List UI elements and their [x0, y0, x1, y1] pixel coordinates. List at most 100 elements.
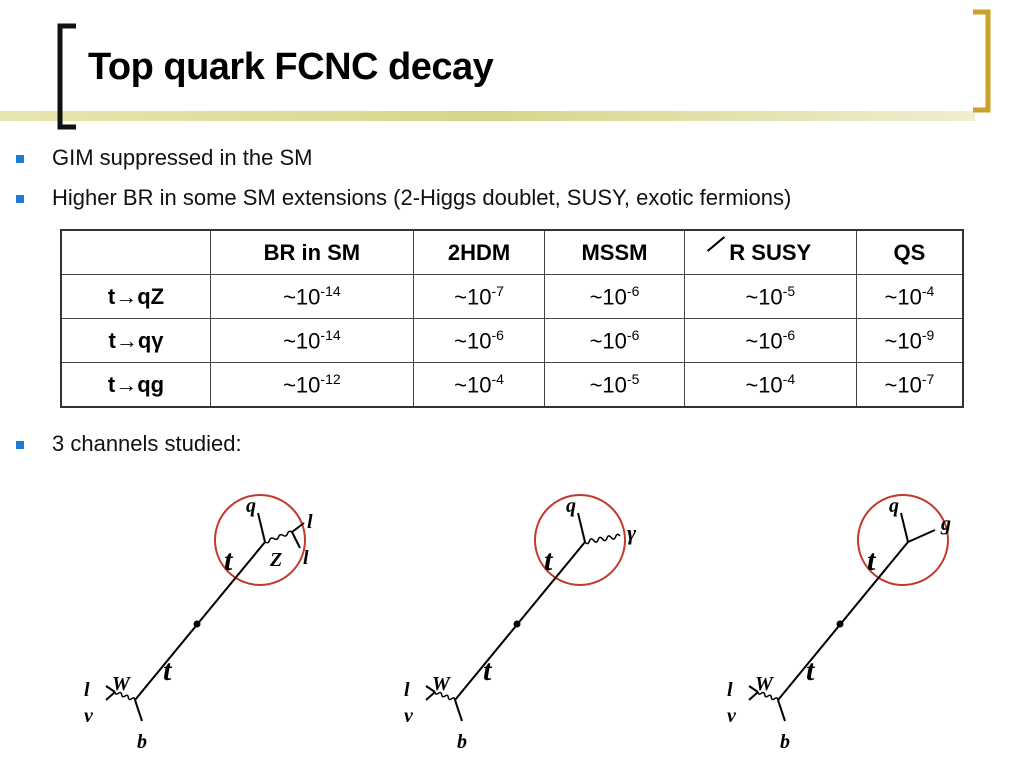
particle-label: t: [483, 654, 493, 687]
br-exponent: -4: [491, 370, 504, 387]
photon: [584, 533, 621, 545]
corner-cell: [60, 229, 211, 275]
propagator: [777, 541, 909, 701]
br-base: ~10: [745, 372, 783, 398]
table-row: t→qZ ~10-14 ~10-7 ~10-6 ~10-5 ~10-4: [60, 274, 964, 319]
row-label: t→qZ: [60, 274, 211, 319]
particle-label: g: [940, 513, 951, 535]
br-cell: ~10-4: [412, 362, 546, 408]
particle-label: t: [867, 544, 877, 577]
particle-label: W: [112, 673, 131, 695]
br-exponent: -7: [921, 370, 935, 387]
w-boson: [114, 691, 136, 701]
br-exponent: -14: [320, 282, 341, 299]
br-cell: ~10-6: [544, 318, 685, 363]
br-cell: ~10-7: [855, 362, 964, 408]
br-base: ~10: [283, 372, 321, 398]
propagator: [257, 512, 266, 543]
vertex-dot: [836, 620, 844, 628]
br-cell: ~10-5: [544, 362, 685, 408]
propagator: [105, 691, 116, 701]
decay-circle: [534, 494, 626, 586]
particle-label: q: [889, 495, 899, 517]
br-base: ~10: [283, 328, 321, 354]
particle-label: ν: [404, 705, 414, 727]
left-bracket: [57, 23, 76, 130]
br-exponent: -4: [782, 370, 796, 387]
vertex-dot: [513, 620, 521, 628]
particle-label: Z: [269, 549, 282, 571]
column-header: 2HDM: [412, 229, 546, 275]
particle-label: t: [806, 654, 816, 687]
table-row: t→qγ ~10-14 ~10-6 ~10-6 ~10-6 ~10-9: [60, 318, 964, 363]
table-row: t→qg ~10-12 ~10-4 ~10-5 ~10-4 ~10-7: [60, 362, 964, 408]
propagator: [454, 541, 586, 701]
br-cell: ~10-5: [683, 274, 857, 319]
propagator: [777, 699, 786, 722]
br-exponent: -4: [921, 282, 935, 299]
column-header: MSSM: [544, 229, 685, 275]
particle-label: b: [457, 731, 467, 753]
br-cell: ~10-14: [210, 318, 414, 363]
propagator: [291, 522, 305, 533]
br-base: ~10: [454, 372, 492, 398]
br-cell: ~10-6: [683, 318, 857, 363]
particle-label: W: [432, 673, 451, 695]
br-base: ~10: [745, 328, 783, 354]
propagator: [291, 531, 301, 549]
bullet-marker: [16, 441, 24, 449]
particle-label: b: [780, 731, 790, 753]
br-cell: ~10-4: [855, 274, 964, 319]
bullet-marker: [16, 155, 24, 163]
z-boson: [264, 530, 293, 544]
br-cell: ~10-6: [412, 318, 546, 363]
br-base: ~10: [589, 372, 627, 398]
br-cell: ~10-4: [683, 362, 857, 408]
particle-label: l: [404, 679, 410, 701]
particle-label: b: [137, 731, 147, 753]
propagator: [900, 512, 909, 543]
br-exponent: -12: [320, 370, 341, 387]
column-header: R SUSY: [683, 229, 857, 275]
br-cell: ~10-9: [855, 318, 964, 363]
br-exponent: -7: [491, 282, 504, 299]
bullet: Higher BR in some SM extensions (2-Higgs…: [52, 185, 792, 210]
particle-label: ν: [84, 705, 94, 727]
propagator: [425, 685, 436, 693]
row-label: t→qγ: [60, 318, 211, 363]
bullet: GIM suppressed in the SM: [52, 145, 313, 170]
propagator: [907, 529, 936, 543]
propagator: [134, 699, 143, 722]
bullet: 3 channels studied:: [52, 431, 242, 456]
br-exponent: -9: [921, 326, 935, 343]
particle-label: t: [224, 544, 234, 577]
propagator: [134, 541, 266, 701]
particle-label: ν: [727, 705, 737, 727]
br-exponent: -6: [491, 326, 504, 343]
br-base: ~10: [884, 328, 922, 354]
br-base: ~10: [589, 284, 627, 310]
bullet-marker: [16, 195, 24, 203]
br-base: ~10: [454, 328, 492, 354]
br-base: ~10: [589, 328, 627, 354]
propagator: [577, 512, 586, 543]
particle-label: q: [246, 495, 256, 517]
particle-label: l: [84, 679, 90, 701]
br-cell: ~10-7: [412, 274, 546, 319]
br-exponent: -6: [626, 326, 640, 343]
propagator: [454, 699, 463, 722]
propagator: [748, 685, 759, 693]
row-label: t→qg: [60, 362, 211, 408]
br-base: ~10: [454, 284, 492, 310]
particle-label: γ: [627, 520, 637, 545]
br-cell: ~10-12: [210, 362, 414, 408]
br-base: ~10: [745, 284, 783, 310]
particle-label: q: [566, 495, 576, 517]
br-table: BR in SM 2HDM MSSM R SUSY QS t→qZ ~10-14 ~10-7…: [60, 229, 964, 408]
feynman-diagram: q t t Wlν b γ: [404, 494, 637, 753]
particle-label: t: [544, 544, 554, 577]
